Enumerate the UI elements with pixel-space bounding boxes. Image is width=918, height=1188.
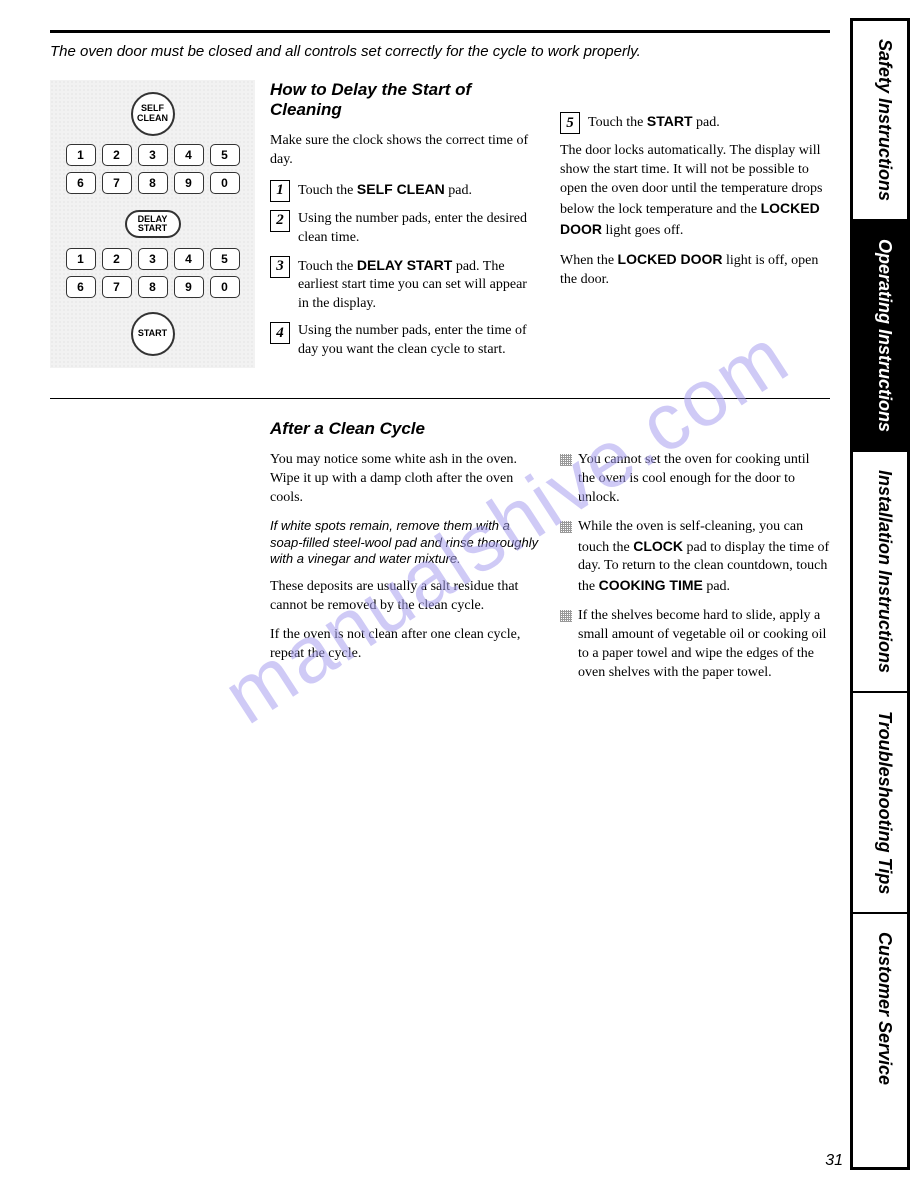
step-4: 4 Using the number pads, enter the time … — [270, 322, 540, 360]
intro-text: The oven door must be closed and all con… — [50, 43, 830, 60]
tab-installation[interactable]: Installation Instructions — [853, 452, 907, 693]
tab-operating[interactable]: Operating Instructions — [853, 221, 907, 452]
step-number: 1 — [270, 180, 290, 202]
step-number: 5 — [560, 112, 580, 134]
section2-p3: If the oven is not clean after one clean… — [270, 626, 540, 664]
top-rule — [50, 30, 830, 33]
num-key: 4 — [174, 144, 204, 166]
step-text: Touch the DELAY START pad. The earliest … — [298, 256, 540, 315]
num-key: 1 — [66, 144, 96, 166]
tab-safety[interactable]: Safety Instructions — [853, 21, 907, 221]
section2-p1: You may notice some white ash in the ove… — [270, 451, 540, 508]
page-number: 31 — [825, 1152, 843, 1170]
section2-p2: These deposits are usually a salt residu… — [270, 578, 540, 616]
num-key: 5 — [210, 144, 240, 166]
tab-troubleshooting[interactable]: Troubleshooting Tips — [853, 693, 907, 914]
step-3: 3 Touch the DELAY START pad. The earlies… — [270, 256, 540, 315]
section2-italic: If white spots remain, remove them with … — [270, 518, 540, 569]
section1-col2-p2: When the LOCKED DOOR light is off, open … — [560, 250, 830, 290]
step-number: 2 — [270, 210, 290, 232]
bullet-icon — [560, 610, 572, 622]
start-button: START — [131, 312, 175, 356]
step-text: Touch the START pad. — [588, 112, 830, 134]
step-text: Using the number pads, enter the desired… — [298, 210, 540, 248]
numpad-1: 1 2 3 4 5 6 7 8 9 0 — [58, 144, 247, 194]
step-2: 2 Using the number pads, enter the desir… — [270, 210, 540, 248]
num-key: 9 — [174, 276, 204, 298]
num-key: 3 — [138, 144, 168, 166]
section2-heading: After a Clean Cycle — [270, 419, 540, 439]
bullet-text: If the shelves become hard to slide, app… — [578, 607, 830, 683]
step-number: 4 — [270, 322, 290, 344]
numpad-2: 1 2 3 4 5 6 7 8 9 0 — [58, 248, 247, 298]
section1-col2-p1: The door locks automatically. The displa… — [560, 142, 830, 240]
bullet-2: While the oven is self-cleaning, you can… — [560, 518, 830, 598]
num-key: 9 — [174, 172, 204, 194]
bullet-1: You cannot set the oven for cooking unti… — [560, 451, 830, 508]
step-text: Using the number pads, enter the time of… — [298, 322, 540, 360]
num-key: 2 — [102, 144, 132, 166]
num-key: 1 — [66, 248, 96, 270]
keypad-illustration: SELF CLEAN 1 2 3 4 5 6 7 8 9 0 DELAY STA… — [50, 80, 255, 368]
bullet-3: If the shelves become hard to slide, app… — [560, 607, 830, 683]
section1-heading: How to Delay the Start of Cleaning — [270, 80, 540, 120]
num-key: 8 — [138, 172, 168, 194]
num-key: 7 — [102, 172, 132, 194]
num-key: 2 — [102, 248, 132, 270]
num-key: 6 — [66, 276, 96, 298]
side-nav-tabs: Safety Instructions Operating Instructio… — [850, 18, 910, 1170]
step-number: 3 — [270, 256, 290, 278]
num-key: 3 — [138, 248, 168, 270]
delay-start-button: DELAY START — [125, 210, 181, 238]
self-clean-button: SELF CLEAN — [131, 92, 175, 136]
step-1: 1 Touch the SELF CLEAN pad. — [270, 180, 540, 202]
num-key: 4 — [174, 248, 204, 270]
bullet-icon — [560, 521, 572, 533]
step-text: Touch the SELF CLEAN pad. — [298, 180, 540, 202]
num-key: 7 — [102, 276, 132, 298]
section-divider — [50, 398, 830, 399]
bullet-text: While the oven is self-cleaning, you can… — [578, 518, 830, 598]
tab-customer-service[interactable]: Customer Service — [853, 914, 907, 1103]
bullet-icon — [560, 454, 572, 466]
step-5: 5 Touch the START pad. — [560, 112, 830, 134]
bullet-text: You cannot set the oven for cooking unti… — [578, 451, 830, 508]
num-key: 8 — [138, 276, 168, 298]
num-key: 6 — [66, 172, 96, 194]
num-key: 0 — [210, 276, 240, 298]
num-key: 5 — [210, 248, 240, 270]
section1-intro: Make sure the clock shows the correct ti… — [270, 132, 540, 170]
num-key: 0 — [210, 172, 240, 194]
